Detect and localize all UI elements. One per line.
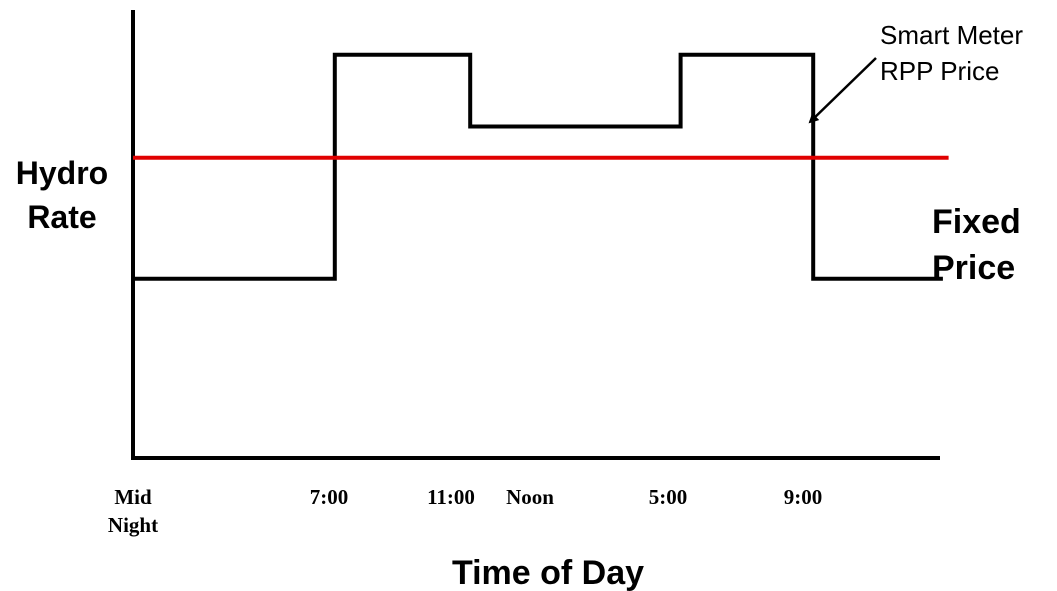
rpp-price-label: RPP Price — [880, 56, 999, 86]
labels-layer: Hydro Rate Mid Night 7:00 11:00 Noon 5:00 9:00 Ti… — [16, 20, 1024, 591]
series-layer — [133, 52, 949, 281]
rpp-price-line — [133, 52, 943, 281]
y-axis-label: Hydro — [16, 155, 108, 191]
y-axis-label: Rate — [27, 199, 96, 235]
rpp-price-label: Smart Meter — [880, 20, 1023, 50]
x-tick-label: 11:00 — [427, 485, 475, 509]
x-tick-label: Night — [108, 513, 158, 537]
fixed-price-label: Fixed — [932, 203, 1021, 241]
x-tick-label: Noon — [506, 485, 554, 509]
x-tick-label: 9:00 — [784, 485, 823, 509]
x-tick-label: Mid — [114, 485, 152, 509]
x-tick-label: 5:00 — [649, 485, 688, 509]
fixed-price-label: Price — [932, 249, 1015, 287]
x-tick-label: 7:00 — [310, 485, 349, 509]
x-axis-label: Time of Day — [452, 554, 644, 591]
axes — [131, 10, 940, 460]
annotation-arrow — [808, 57, 877, 124]
